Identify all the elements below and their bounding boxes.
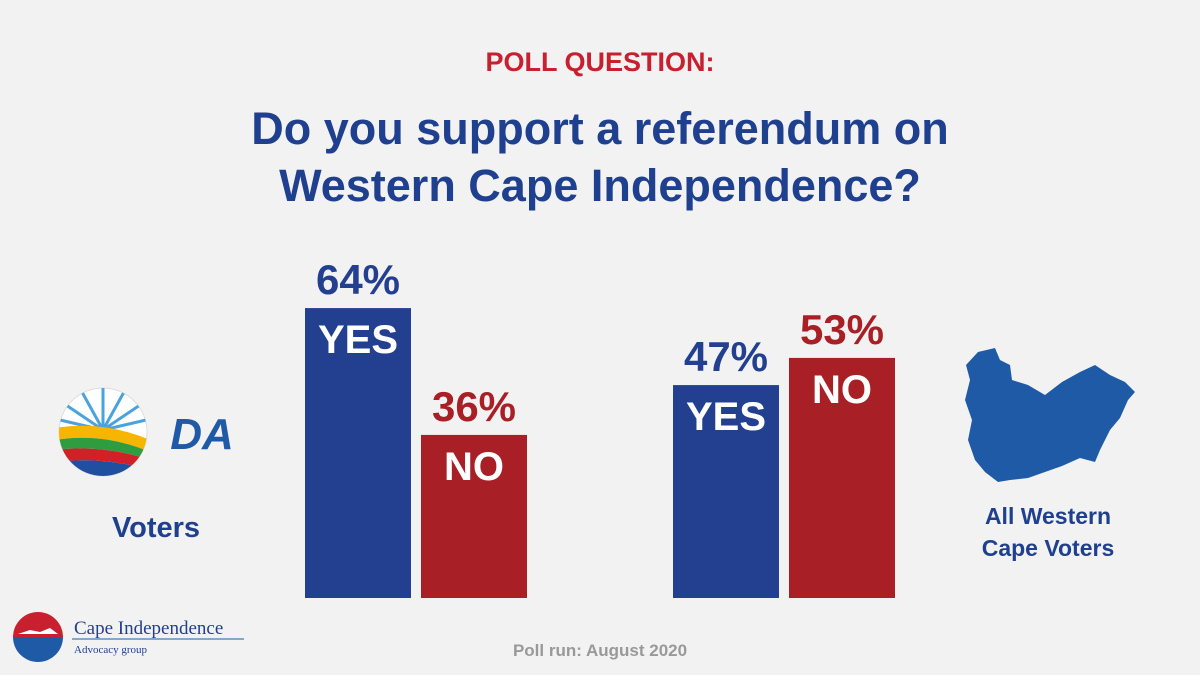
value-label: 64% <box>316 256 400 303</box>
supertitle: POLL QUESTION: <box>485 47 714 77</box>
bar <box>673 385 779 598</box>
category-label: NO <box>812 368 872 412</box>
value-label: 47% <box>684 333 768 380</box>
group-label: All Western <box>985 503 1111 529</box>
category-label: YES <box>686 395 766 439</box>
bar <box>305 308 411 598</box>
category-label: NO <box>444 445 504 489</box>
brand-tagline: Advocacy group <box>74 644 148 656</box>
logo-text: DA <box>170 410 234 459</box>
brand-name: Cape Independence <box>74 618 223 639</box>
category-label: YES <box>318 318 398 362</box>
bar <box>421 434 527 598</box>
map <box>965 348 1135 482</box>
value-label: 36% <box>432 383 516 430</box>
brand-logo <box>13 612 244 662</box>
group-label: Cape Voters <box>982 535 1115 561</box>
footnote: Poll run: August 2020 <box>513 641 687 660</box>
group-label: Voters <box>112 512 200 544</box>
value-label: 53% <box>800 306 884 353</box>
bar <box>789 357 895 598</box>
title-line: Do you support a referendum on <box>251 103 949 154</box>
title-line: Western Cape Independence? <box>279 160 921 211</box>
